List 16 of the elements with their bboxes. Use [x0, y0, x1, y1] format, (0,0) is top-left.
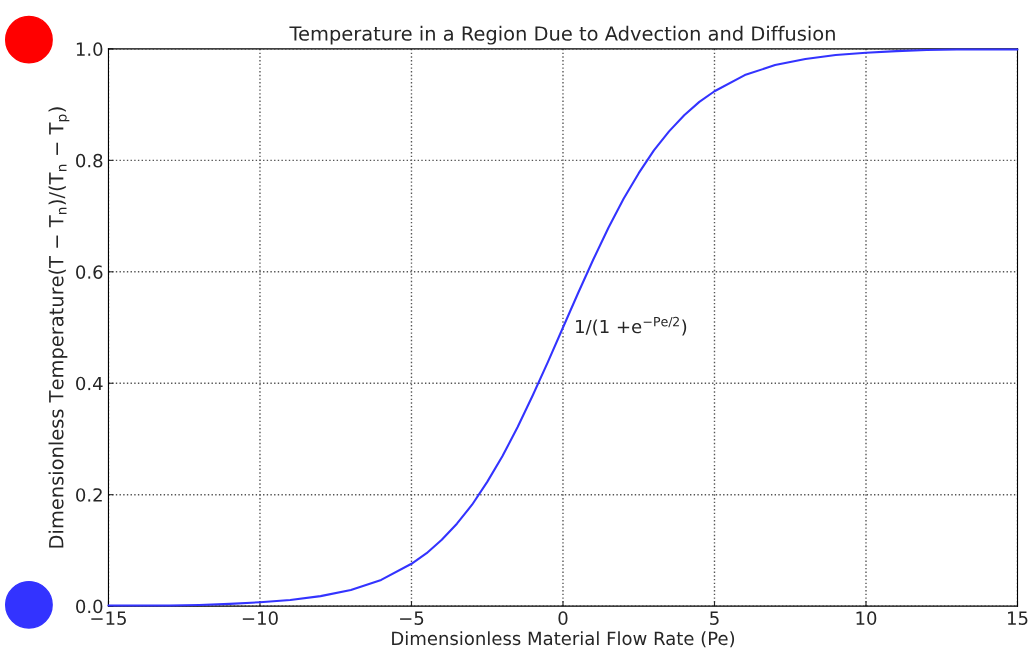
y-tick-label: 1.0	[76, 42, 103, 57]
y-tick-label: 0.4	[76, 376, 103, 391]
y-tick-label: 0.6	[76, 265, 103, 279]
line-series	[107, 48, 1019, 607]
x-tick-label: 15	[1008, 611, 1028, 625]
y-tick-label: 0.8	[76, 153, 103, 168]
y-tick-label: 0.2	[76, 488, 102, 502]
x-tick-label: 5	[710, 611, 719, 625]
x-tick-label: −5	[400, 611, 424, 625]
y-axis-title: Dimensionless Temperature(T − T$_{n}$)/(T$_{n}$ − T$_{p}$)	[48, 107, 70, 548]
annotation: 1/(1 +e$^{−Pe/2}$)	[576, 316, 687, 336]
chart-title: Temperature in a Region Due to Advection and Diffusion	[289, 25, 835, 45]
x-tick-label: 0	[558, 611, 568, 625]
x-axis-title: Dimensionless Material Flow Rate (Pe)	[392, 631, 735, 648]
x-tick-label: −10	[242, 611, 278, 625]
x-tick-label: 10	[856, 611, 877, 625]
